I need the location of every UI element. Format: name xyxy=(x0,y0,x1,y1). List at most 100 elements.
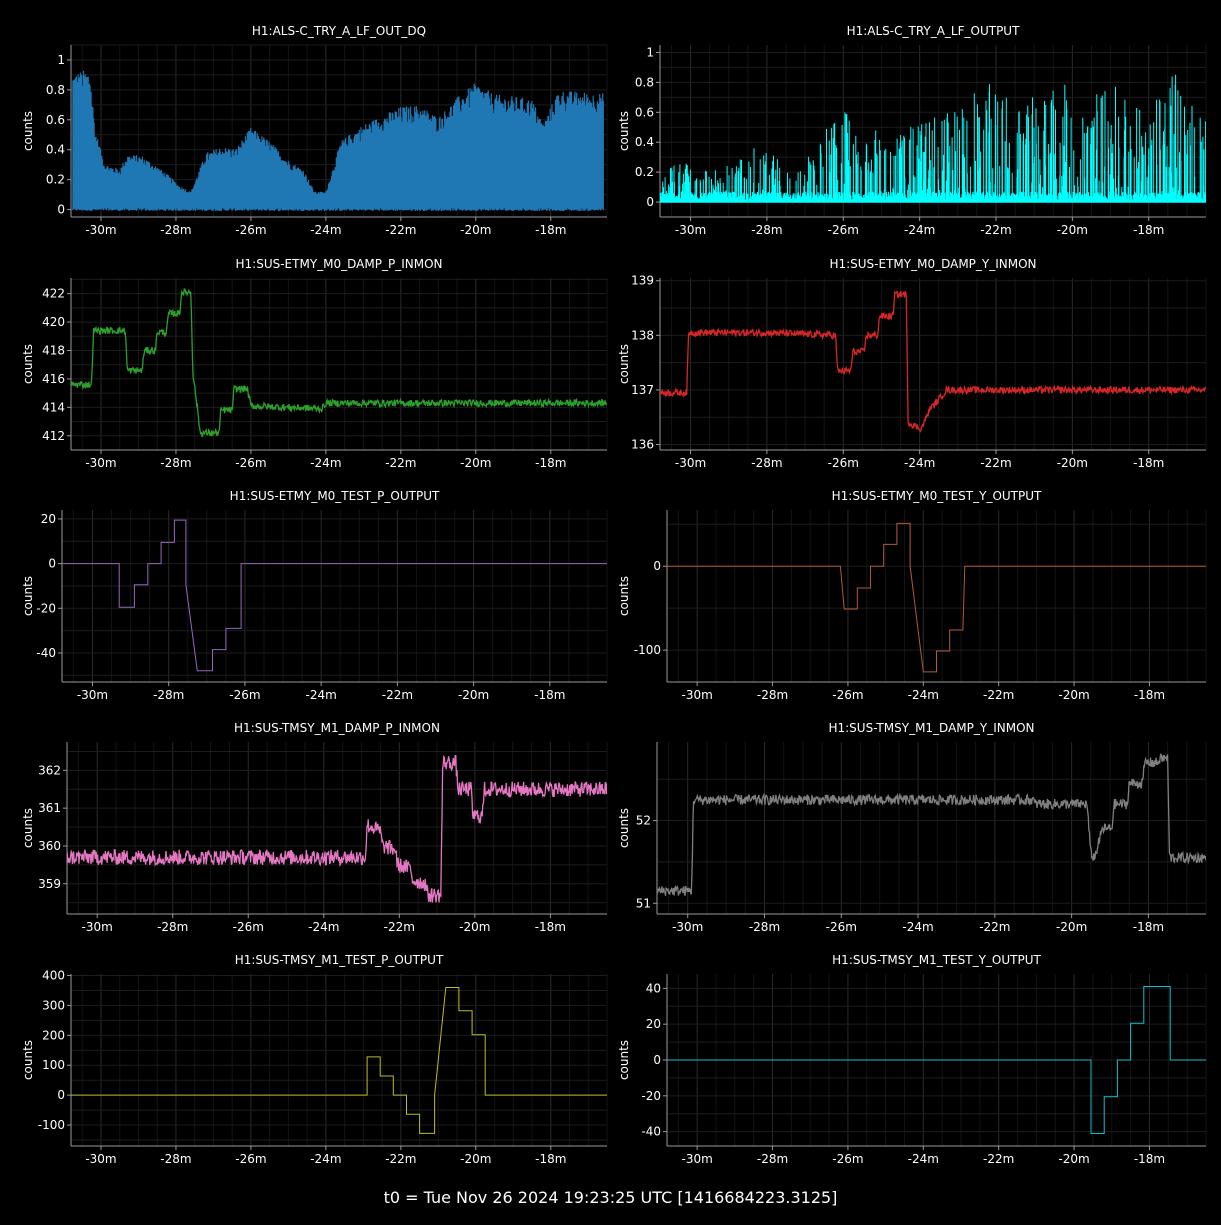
x-tick-label: -18m xyxy=(535,1152,566,1166)
y-tick-label: 420 xyxy=(42,315,65,329)
x-tick-label: -28m xyxy=(160,456,191,470)
y-axis-label: counts xyxy=(617,808,631,848)
y-tick-label: 136 xyxy=(631,438,654,452)
series-group xyxy=(667,986,1206,1134)
x-tick-label: -20m xyxy=(1058,1152,1089,1166)
series-line xyxy=(657,753,1206,896)
chart-panel-2: H1:ALS-C_TRY_A_LF_OUTPUT -30m -28m -26m -24m… xyxy=(617,24,1207,237)
chart-title: H1:SUS-ETMY_M0_TEST_Y_OUTPUT xyxy=(832,489,1042,503)
series-line xyxy=(660,74,1206,202)
series-group xyxy=(667,522,1206,673)
y-tick-label: -20 xyxy=(641,1089,661,1103)
y-tick-label: 0.6 xyxy=(635,105,654,119)
y-tick-label: 1 xyxy=(57,53,65,67)
y-tick-label: -40 xyxy=(36,646,56,660)
x-tick-label: -20m xyxy=(460,223,491,237)
series-line xyxy=(667,986,1206,1134)
y-tick-label: 0.8 xyxy=(46,83,65,97)
x-tick-label: -26m xyxy=(832,688,863,702)
y-tick-label: 137 xyxy=(631,383,654,397)
x-tick-label: -26m xyxy=(828,223,859,237)
y-tick-label: 1 xyxy=(646,45,654,59)
x-tick-label: -26m xyxy=(235,1152,266,1166)
x-tick-label: -24m xyxy=(908,1152,939,1166)
chart-title: H1:SUS-ETMY_M0_DAMP_Y_INMON xyxy=(829,257,1036,271)
y-tick-label: 400 xyxy=(42,968,65,982)
y-tick-label: 0.2 xyxy=(46,173,65,187)
x-tick-label: -18m xyxy=(1133,223,1164,237)
x-tick-label: -18m xyxy=(1134,1152,1165,1166)
series-group xyxy=(62,519,607,672)
x-tick-label: -28m xyxy=(757,1152,788,1166)
x-tick-label: -18m xyxy=(535,920,566,934)
chart-panel-8: H1:SUS-TMSY_M1_DAMP_Y_INMON -30m -28m -26m -… xyxy=(617,721,1207,934)
y-axis-label: counts xyxy=(21,808,35,848)
y-tick-label: 0 xyxy=(57,203,65,217)
y-tick-label: 0.2 xyxy=(635,165,654,179)
chart-panel-10: H1:SUS-TMSY_M1_TEST_Y_OUTPUT -30m -28m -26m… xyxy=(617,953,1207,1166)
x-tick-label: -30m xyxy=(85,1152,116,1166)
y-tick-label: 362 xyxy=(38,763,61,777)
x-tick-label: -24m xyxy=(310,456,341,470)
x-tick-label: -26m xyxy=(828,456,859,470)
series-line xyxy=(71,288,607,438)
x-tick-label: -18m xyxy=(1134,688,1165,702)
y-axis-label: counts xyxy=(21,111,35,151)
chart-title: H1:SUS-TMSY_M1_DAMP_P_INMON xyxy=(234,721,440,735)
y-axis-label: counts xyxy=(21,1040,35,1080)
chart-panel-7: H1:SUS-TMSY_M1_DAMP_P_INMON -30m -28m -26m -… xyxy=(21,721,608,934)
x-tick-label: -24m xyxy=(308,920,339,934)
series-line xyxy=(62,519,607,672)
x-tick-label: -20m xyxy=(460,456,491,470)
series-group xyxy=(72,68,604,211)
x-tick-label: -22m xyxy=(384,920,415,934)
x-tick-label: -28m xyxy=(153,688,184,702)
x-tick-label: -20m xyxy=(459,920,490,934)
y-tick-label: 20 xyxy=(41,512,56,526)
y-tick-label: 0.4 xyxy=(635,135,654,149)
x-tick-label: -20m xyxy=(458,688,489,702)
y-tick-label: 20 xyxy=(646,1017,661,1031)
y-tick-label: 0 xyxy=(653,1053,661,1067)
y-tick-label: 100 xyxy=(42,1058,65,1072)
chart-panel-1: H1:ALS-C_TRY_A_LF_OUT_DQ -30m -28m -26m -24m… xyxy=(21,24,608,237)
y-axis-label: counts xyxy=(617,576,631,616)
x-tick-label: -30m xyxy=(672,920,703,934)
y-tick-label: 300 xyxy=(42,998,65,1012)
y-tick-label: -40 xyxy=(641,1125,661,1139)
series-area xyxy=(72,70,604,211)
series-line xyxy=(660,290,1206,433)
x-tick-label: -26m xyxy=(832,1152,863,1166)
series-line xyxy=(67,754,607,903)
chart-panel-6: H1:SUS-ETMY_M0_TEST_Y_OUTPUT -30m -28m -26m… xyxy=(617,489,1207,702)
x-tick-label: -22m xyxy=(983,1152,1014,1166)
x-tick-label: -28m xyxy=(751,223,782,237)
x-tick-label: -24m xyxy=(908,688,939,702)
y-tick-label: 0.8 xyxy=(635,75,654,89)
series-group xyxy=(660,74,1206,203)
y-axis-label: counts xyxy=(21,344,35,384)
y-tick-label: 360 xyxy=(38,839,61,853)
x-tick-label: -28m xyxy=(757,688,788,702)
y-tick-label: 422 xyxy=(42,287,65,301)
series-line xyxy=(667,522,1206,673)
x-tick-label: -30m xyxy=(682,688,713,702)
x-tick-label: -18m xyxy=(1133,456,1164,470)
x-tick-label: -22m xyxy=(979,920,1010,934)
y-tick-label: -100 xyxy=(634,643,661,657)
chart-panel-5: H1:SUS-ETMY_M0_TEST_P_OUTPUT -30m -28m -26m… xyxy=(21,489,608,702)
x-tick-label: -18m xyxy=(534,688,565,702)
x-tick-label: -28m xyxy=(157,920,188,934)
x-tick-label: -24m xyxy=(902,920,933,934)
series-group xyxy=(71,288,607,438)
chart-title: H1:ALS-C_TRY_A_LF_OUT_DQ xyxy=(252,24,426,38)
x-tick-label: -26m xyxy=(826,920,857,934)
y-tick-label: 359 xyxy=(38,877,61,891)
y-tick-label: 0 xyxy=(646,195,654,209)
x-tick-label: -22m xyxy=(983,688,1014,702)
y-axis-label: counts xyxy=(21,576,35,616)
x-tick-label: -18m xyxy=(535,456,566,470)
x-tick-label: -30m xyxy=(85,456,116,470)
series-line xyxy=(71,987,607,1134)
